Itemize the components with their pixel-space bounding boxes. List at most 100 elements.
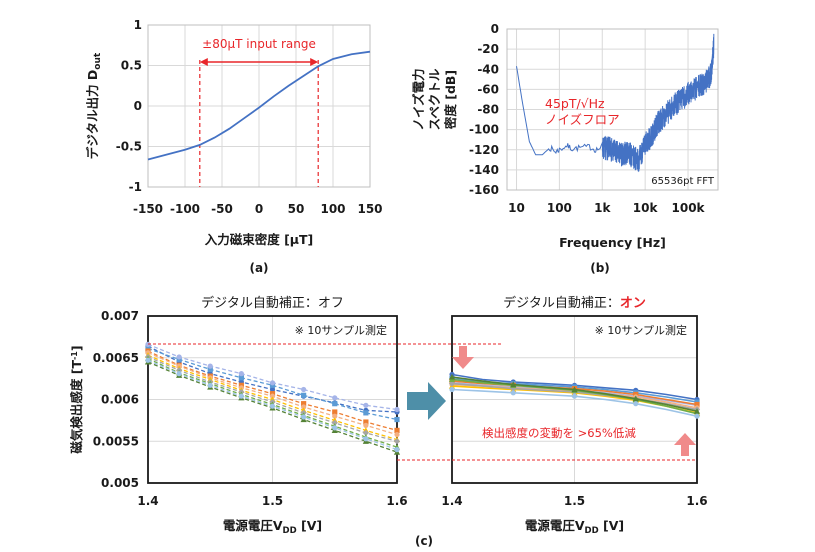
y-axis-title-line: 密度 [dB] <box>443 70 458 130</box>
spectrum-line <box>516 33 715 173</box>
plot-frame <box>147 315 398 484</box>
data-point <box>363 402 369 408</box>
x-tick-label: 1.5 <box>262 494 283 508</box>
series-line <box>147 347 398 421</box>
data-point <box>694 401 700 408</box>
data-point <box>363 410 369 416</box>
y-tick-label: 0 <box>491 22 499 36</box>
y-tick-label: -140 <box>469 163 499 177</box>
data-point <box>363 419 369 425</box>
x-tick-label: -150 <box>133 202 163 216</box>
x-tick-label: 1.4 <box>441 494 462 508</box>
x-tick-label: -50 <box>211 202 233 216</box>
data-point <box>332 395 338 401</box>
data-point <box>510 390 516 396</box>
x-tick-label: 50 <box>288 202 305 216</box>
y-tick-label: -160 <box>469 183 499 197</box>
chart-b: 10 100 1k 10k 100k 0 -20 -40 -60 -80 -100 -120 -140 -… <box>411 22 719 275</box>
chart-a: -150 -100 -50 0 50 100 150 -1 -0.5 0 0.5 1 ±80μT inp… <box>85 18 383 275</box>
reduction-annotation: 検出感度の変動を >65%低減 <box>482 426 636 440</box>
y-tick-label: -100 <box>469 123 499 137</box>
data-point <box>362 429 369 436</box>
range-arrowhead <box>199 58 208 66</box>
data-point <box>301 386 307 393</box>
x-tick-label: 1.6 <box>386 494 407 508</box>
data-point <box>394 431 400 438</box>
data-point <box>332 425 338 431</box>
data-point <box>571 393 578 399</box>
data-point <box>332 401 338 407</box>
data-point <box>207 366 213 373</box>
data-point <box>145 357 151 363</box>
caption-a: (a) <box>249 261 268 275</box>
data-point <box>269 380 276 386</box>
range-annotation: ±80μT input range <box>202 37 316 51</box>
x-tick-label: 150 <box>357 202 382 216</box>
data-point <box>394 406 400 413</box>
data-point <box>301 404 307 410</box>
data-point <box>331 419 338 426</box>
x-tick-label: -100 <box>170 202 200 216</box>
data-point <box>332 413 338 419</box>
series-line <box>147 50 371 161</box>
x-tick-label: 1k <box>594 201 611 215</box>
x-axis-title: 入力磁束密度 [μT] <box>205 232 314 247</box>
noise-floor-label: ノイズフロア <box>545 112 620 127</box>
x-tick-label: 0 <box>255 202 263 216</box>
x-axis-title: 電源電圧VDD [V] <box>223 518 322 536</box>
y-tick-label: 0.0055 <box>93 434 139 448</box>
y-tick-label: 0.005 <box>101 476 139 490</box>
data-point <box>449 386 455 393</box>
x-tick-label: 1.4 <box>137 494 158 508</box>
y-tick-label: -60 <box>477 82 499 96</box>
y-tick-label: -20 <box>477 42 499 56</box>
sample-note: ※ 10サンプル測定 <box>595 323 687 337</box>
x-tick-label: 100 <box>320 202 345 216</box>
y-tick-label: -0.5 <box>116 140 142 154</box>
caption-b: (b) <box>590 261 610 275</box>
data-point <box>238 393 244 399</box>
panel-title: デジタル自動補正：オン <box>503 295 646 311</box>
fft-note: 65536pt FFT <box>651 176 715 187</box>
x-tick-label: 100 <box>547 201 572 215</box>
data-point <box>633 401 639 407</box>
y-axis-title: デジタル出力 Dout <box>85 52 103 159</box>
data-point <box>448 380 456 387</box>
data-point <box>332 409 338 415</box>
plot-frame <box>506 28 719 191</box>
data-point <box>632 395 639 402</box>
data-point <box>363 422 369 428</box>
range-arrowhead <box>310 58 319 66</box>
data-point <box>301 414 307 420</box>
data-point <box>394 416 400 423</box>
x-tick-label: 1.5 <box>564 494 585 508</box>
data-point <box>238 371 244 377</box>
x-tick-label: 10 <box>508 201 525 215</box>
x-axis-title: 電源電圧VDD [V] <box>525 518 624 536</box>
data-point <box>269 386 276 393</box>
caption-c: (c) <box>415 534 433 548</box>
y-tick-label: -1 <box>129 180 142 194</box>
x-tick-label: 10k <box>633 201 659 215</box>
data-point <box>448 373 456 380</box>
down-arrow <box>452 346 474 369</box>
x-axis-title: Frequency [Hz] <box>559 235 666 250</box>
y-tick-label: 0.007 <box>101 309 139 323</box>
data-point <box>207 363 213 369</box>
data-point <box>176 371 182 377</box>
noise-value-label: 45pT/√Hz <box>545 96 605 111</box>
data-point <box>269 403 276 409</box>
data-point <box>394 447 400 453</box>
data-point <box>363 436 369 442</box>
data-point <box>207 382 213 388</box>
x-tick-label: 100k <box>672 201 706 215</box>
y-axis-title-line: スペクトル <box>427 68 442 130</box>
up-arrow <box>674 433 696 456</box>
y-tick-label: 1 <box>134 18 142 32</box>
data-point <box>176 354 182 360</box>
panel-connectors <box>148 343 697 461</box>
y-tick-label: 0.5 <box>121 59 142 73</box>
data-point <box>694 413 700 419</box>
